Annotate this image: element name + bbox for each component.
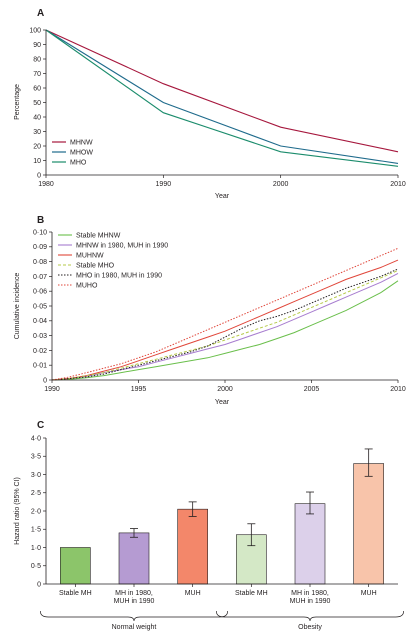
bar [294,503,326,585]
x-tick-label: 2005 [304,386,320,393]
y-tick-label: 0·05 [33,303,47,310]
y-tick-label: 2·0 [31,508,41,515]
series-line [51,259,399,381]
legend: MHNW MHOW MHO [52,140,93,167]
group-label: Normal weight [112,624,157,631]
x-tick-label: 1995 [131,386,147,393]
legend: Stable MHNW MHNW in 1980, MUH in 1990 MUHN… [58,233,168,290]
legend-entry: MHO in 1980, MUH in 1990 [76,273,162,280]
category-label: MUH [185,590,201,597]
y-tick-label: 80 [33,56,41,63]
y-tick-label: 90 [33,42,41,49]
x-tick-label: 1990 [156,181,172,188]
y-axis-label: Percentage [14,84,21,120]
y-tick-label: 0·08 [33,259,47,266]
y-tick-label: 3·5 [31,454,41,461]
y-axis-label: Cumulative incidence [14,273,21,340]
legend-entry: MUHO [76,283,98,290]
y-tick-label: 100 [29,27,41,34]
y-tick-label: 10 [33,158,41,165]
y-tick-label: 0 [37,581,41,588]
series-line-mhnw [45,29,399,153]
y-tick-label: 70 [33,71,41,78]
y-tick-label: 0·09 [33,244,47,251]
y-tick-label: 0·02 [33,348,47,355]
legend-entry: MHNW in 1980, MUH in 1990 [76,243,168,250]
chart-panel-a: A 0 10 20 30 40 50 60 70 80 90 100 1980 1990 2000 201… [14,8,406,200]
panel-label-c: C [37,420,44,431]
y-tick-label: 1·0 [31,545,41,552]
bar [353,463,384,585]
group-brace [39,610,229,622]
series-line-mhow [45,29,399,164]
y-tick-label: 0·01 [33,363,47,370]
category-label: MUH [361,590,377,597]
y-tick-label: 0·5 [31,563,41,570]
chart-panel-c: C 0 0·5 1·0 1·5 2·0 2·5 3·0 3·5 4·0 Stable MH MH … [14,420,405,631]
y-tick-label: 2·5 [31,490,41,497]
y-tick-label: 0·04 [33,318,47,325]
bar [60,547,91,585]
x-tick-label: 1990 [44,386,60,393]
bar [118,532,150,585]
y-tick-label: 0·03 [33,333,47,340]
y-tick-label: 3·0 [31,472,41,479]
category-label: MH in 1980, MUH in 1990 [114,590,155,605]
y-tick-label: 50 [33,100,41,107]
series-line [51,280,399,381]
x-tick-label: 2000 [273,181,289,188]
x-axis-label: Year [215,193,230,200]
legend-entry: Stable MHO [76,263,115,270]
y-axis-label: Hazard ratio (95% CI) [14,477,21,545]
y-tick-label: 60 [33,85,41,92]
legend-entry: MHNW [70,140,93,147]
y-tick-label: 1·5 [31,527,41,534]
y-tick-label: 30 [33,129,41,136]
chart-panel-b: B 0 0·01 0·02 0·03 0·04 0·05 0·06 0·07 0·08 0·09 0… [14,215,406,406]
y-tick-label: 0 [43,377,47,384]
x-tick-label: 2010 [390,181,406,188]
series-line [51,268,399,381]
series-line [51,272,399,381]
x-tick-label: 1980 [38,181,54,188]
y-tick-label: 0·10 [33,229,47,236]
x-tick-label: 2000 [217,386,233,393]
bar [177,508,208,585]
panel-label-b: B [37,215,44,226]
group-label: Obesity [298,624,322,631]
category-label: Stable MH [59,590,92,597]
y-tick-label: 0·06 [33,289,47,296]
y-tick-label: 0 [37,172,41,179]
y-tick-label: 40 [33,114,41,121]
legend-entry: MHO [70,160,87,167]
category-label: MH in 1980, MUH in 1990 [290,590,331,605]
panel-label-a: A [37,8,44,19]
x-axis-label: Year [215,399,230,406]
legend-entry: MUHNW [76,253,104,260]
y-tick-label: 4·0 [31,435,41,442]
y-tick-label: 20 [33,143,41,150]
series-line-mho [45,29,399,167]
series-line [51,270,399,381]
x-tick-label: 2010 [390,386,406,393]
category-label: Stable MH [235,590,268,597]
y-tick-label: 0·07 [33,274,47,281]
legend-entry: Stable MHNW [76,233,121,240]
group-brace [215,610,405,622]
legend-entry: MHOW [70,150,93,157]
